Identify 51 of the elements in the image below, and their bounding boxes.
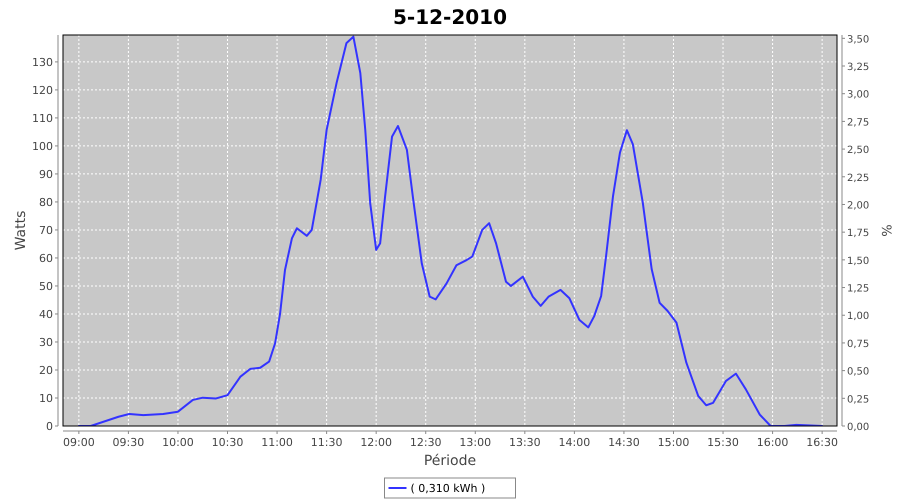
x-tick-label: 15:00 (658, 436, 690, 449)
y-tick-label: 20 (39, 364, 53, 377)
x-tick-label: 13:00 (459, 436, 492, 449)
y2-tick-label: 1,75 (847, 228, 870, 240)
y2-tick-label: 2,00 (847, 200, 870, 212)
x-tick-label: 14:30 (608, 436, 640, 449)
y2-tick-label: 1,50 (847, 256, 870, 267)
x-tick-label: 13:30 (508, 436, 541, 449)
y2-tick-label: 0,00 (847, 422, 870, 433)
x-tick-label: 09:00 (63, 436, 95, 449)
y2-tick-label: 2,75 (847, 117, 870, 128)
x-tick-label: 10:00 (162, 436, 194, 449)
y-tick-label: 0 (46, 420, 53, 433)
y-axis-title: Watts (13, 210, 29, 250)
y-tick-label: 70 (39, 224, 53, 237)
y-tick-label: 40 (39, 308, 53, 321)
y2-tick-label: 0,75 (847, 338, 870, 350)
y2-tick-label: 3,50 (847, 34, 870, 46)
y-tick-label: 50 (39, 280, 53, 293)
y-tick-label: 80 (39, 196, 53, 209)
x-tick-label: 15:30 (707, 436, 739, 449)
y-tick-label: 60 (39, 252, 53, 265)
x-tick-label: 16:30 (806, 436, 838, 449)
x-tick-label: 12:00 (360, 436, 392, 449)
x-tick-label: 09:30 (112, 436, 144, 449)
y2-tick-label: 1,00 (847, 311, 870, 322)
y-tick-label: 100 (32, 140, 53, 153)
y2-tick-label: 0,50 (847, 366, 870, 378)
y2-tick-label: 0,25 (847, 394, 870, 406)
x-axis-title: Période (424, 453, 476, 469)
y-tick-label: 120 (32, 84, 53, 97)
line-series (78, 36, 824, 426)
chart-title: 5-12-2010 (392, 5, 508, 29)
y-tick-label: 10 (39, 392, 53, 405)
x-tick-label: 11:00 (261, 436, 293, 449)
y2-tick-label: 3,00 (847, 90, 870, 101)
x-tick-label: 11:30 (310, 436, 342, 449)
legend-label: ( 0,310 kWh ) (410, 482, 486, 495)
y2-tick-label: 3,25 (847, 62, 870, 74)
y2-tick-label: 1,25 (847, 284, 870, 295)
y-tick-label: 110 (32, 112, 53, 125)
y-tick-label: 130 (32, 56, 53, 69)
y2-tick-label: 2,50 (847, 145, 870, 156)
y2-tick-label: 2,25 (847, 172, 870, 184)
x-tick-label: 12:30 (410, 436, 442, 449)
x-tick-label: 16:00 (756, 436, 788, 449)
x-tick-label: 14:00 (558, 436, 590, 449)
y-tick-label: 90 (39, 168, 53, 181)
y-tick-label: 30 (39, 336, 53, 349)
y2-axis-title: % (878, 224, 893, 237)
x-tick-label: 10:30 (212, 436, 244, 449)
